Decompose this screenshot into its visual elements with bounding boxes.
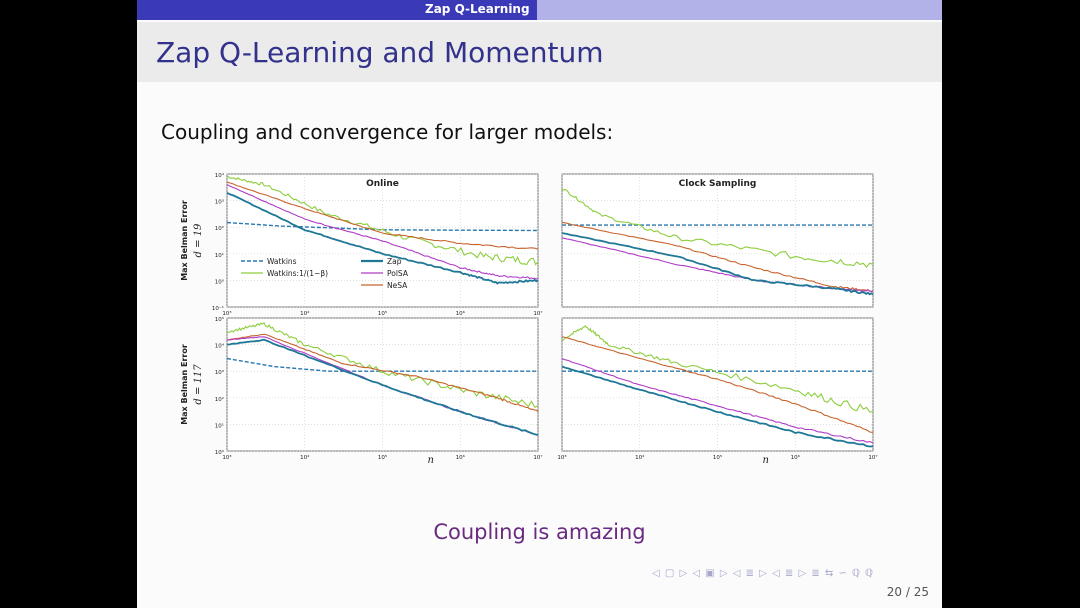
x-tick-label: 10⁵ <box>378 454 387 461</box>
series-line-watkins <box>226 221 539 232</box>
x-tick-label: 10³ <box>222 310 231 317</box>
x-axis-label: n <box>428 455 434 466</box>
y-tick-label: 10⁴ <box>215 172 225 179</box>
y-tick-label: 10⁵ <box>215 316 224 323</box>
chart-title: Online <box>366 179 399 189</box>
y-tick-label: 10³ <box>215 369 224 376</box>
series-line-nesa <box>561 221 874 292</box>
legend-entry: NeSA <box>387 281 408 290</box>
x-tick-label: 10³ <box>557 454 566 461</box>
y-tick-label: 10² <box>215 225 224 232</box>
x-tick-label: 10⁶ <box>456 454 466 461</box>
series-line-watkins-1-1- <box>561 325 874 413</box>
legend-entry: Watkins <box>267 257 297 266</box>
series-line-watkins <box>226 357 538 372</box>
x-tick-label: 10⁴ <box>635 454 645 461</box>
x-tick-label: 10⁴ <box>300 310 310 317</box>
series-line-nesa <box>227 333 539 413</box>
figure-grid: Online Max Belman Error d = 19 10⁴ 10³ 10² 10¹… <box>180 172 878 466</box>
section-bar: Zap Q-Learning <box>137 0 942 20</box>
beamer-navigation-symbols[interactable]: ◁ ▢ ▷ ◁ ▣ ▷ ◁ ≣ ▷ ◁ ≣ ▷ ≣ ⇆ ∽ ℚ ℚ <box>652 568 874 579</box>
y-tick-label: 10³ <box>215 199 224 206</box>
x-tick-label: 10⁷ <box>868 454 877 461</box>
y-tick-label: 10⁰ <box>215 278 225 285</box>
x-tick-label: 10⁷ <box>533 310 542 317</box>
x-tick-label: 10⁵ <box>378 310 387 317</box>
legend-entry: Watkins:1/(1−β) <box>267 269 328 278</box>
x-tick-label: 10⁶ <box>456 310 466 317</box>
closing-remark: Coupling is amazing <box>433 520 646 544</box>
series-line-zap <box>226 338 539 436</box>
legend-entry: PolSA <box>387 269 409 278</box>
chart-title: Clock Sampling <box>679 179 757 189</box>
series-line-watkins-1-1- <box>561 188 874 268</box>
series-line-watkins-1-1- <box>226 176 539 266</box>
page-number: 20 / 25 <box>886 585 929 599</box>
row-parameter-label: d = 19 <box>193 223 204 258</box>
series-line-polsa <box>226 184 539 280</box>
y-tick-label: 10⁰ <box>215 449 225 456</box>
legend-entry: Zap <box>387 257 402 266</box>
series-line-nesa <box>226 181 539 250</box>
y-tick-label: 10² <box>215 396 224 403</box>
x-tick-label: 10⁶ <box>791 454 801 461</box>
y-tick-label: 10⁴ <box>215 343 225 350</box>
frame-title-bar: Zap Q-Learning and Momentum <box>137 22 942 82</box>
series-line-zap <box>561 232 874 296</box>
series-line-polsa <box>561 358 874 444</box>
x-tick-label: 10⁴ <box>300 454 310 461</box>
x-tick-label: 10⁷ <box>533 454 542 461</box>
row-parameter-label: d = 117 <box>193 364 204 405</box>
current-section-highlight <box>137 0 537 20</box>
y-tick-label: 10¹ <box>215 252 224 259</box>
x-axis-label: n <box>763 455 769 466</box>
y-tick-label: 10⁻¹ <box>212 305 224 312</box>
y-tick-label: 10¹ <box>215 422 224 429</box>
section-title[interactable]: Zap Q-Learning <box>425 2 530 16</box>
slide-title: Zap Q-Learning and Momentum <box>156 36 604 69</box>
slide-subtitle: Coupling and convergence for larger mode… <box>161 120 614 144</box>
slide: Zap Q-Learning Zap Q-Learning and Moment… <box>137 0 942 608</box>
series-line-zap <box>561 365 874 448</box>
series-line-zap <box>226 191 539 285</box>
x-tick-label: 10⁵ <box>713 454 722 461</box>
y-axis-label: Max Belman Error <box>180 344 189 425</box>
y-axis-label: Max Belman Error <box>180 200 189 281</box>
x-tick-label: 10³ <box>222 454 231 461</box>
series-line-nesa <box>561 336 874 433</box>
